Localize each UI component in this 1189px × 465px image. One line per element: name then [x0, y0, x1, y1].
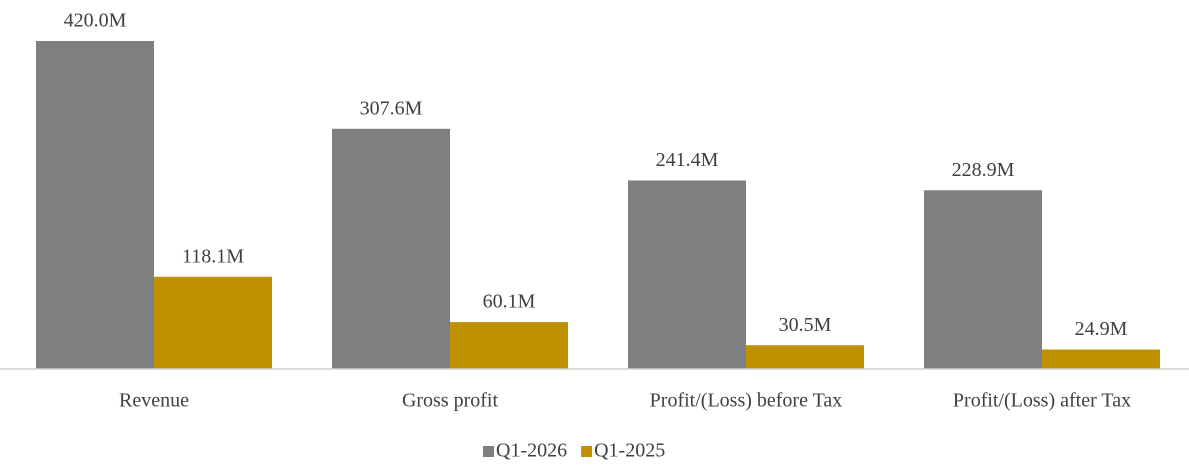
legend-swatch: [483, 446, 494, 457]
x-tick-label: Gross profit: [402, 390, 499, 412]
value-label: 228.9M: [952, 159, 1015, 181]
value-label: 30.5M: [779, 314, 832, 336]
x-tick-label: Profit/(Loss) after Tax: [953, 390, 1131, 412]
legend-label: Q1-2026: [496, 440, 567, 462]
bar: [924, 190, 1042, 369]
bar: [628, 180, 746, 369]
value-label: 420.0M: [64, 10, 127, 32]
value-label: 60.1M: [483, 291, 536, 313]
legend-swatch: [581, 446, 593, 457]
value-label: 118.1M: [182, 245, 244, 267]
value-label: 307.6M: [360, 97, 423, 119]
x-tick-label: Revenue: [119, 390, 189, 412]
bar: [36, 41, 154, 369]
bar: [746, 345, 864, 369]
x-tick-label: Profit/(Loss) before Tax: [650, 390, 843, 412]
bar: [154, 276, 272, 369]
bar: [1042, 349, 1160, 369]
bar: [332, 128, 450, 369]
value-label: 24.9M: [1075, 318, 1128, 340]
value-label: 241.4M: [656, 149, 719, 171]
bar: [450, 322, 568, 369]
legend-label: Q1-2025: [594, 440, 665, 462]
